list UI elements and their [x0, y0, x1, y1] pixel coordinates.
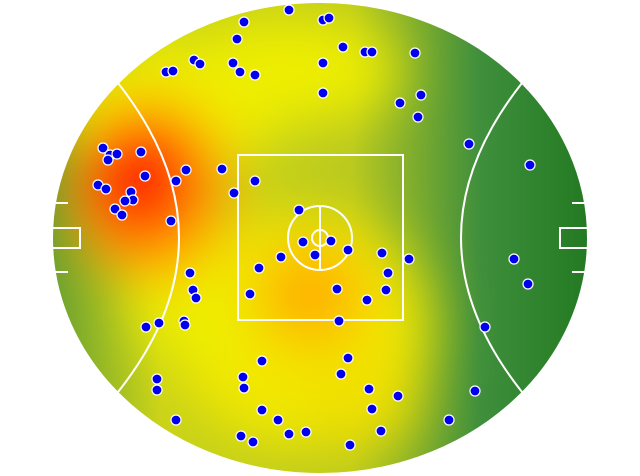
point: [235, 430, 247, 442]
point: [342, 352, 354, 364]
point: [403, 253, 415, 265]
point: [469, 385, 481, 397]
point: [100, 183, 112, 195]
point: [335, 368, 347, 380]
point: [116, 209, 128, 221]
point: [382, 267, 394, 279]
point: [102, 154, 114, 166]
point: [97, 142, 109, 154]
point: [409, 47, 421, 59]
point: [522, 278, 534, 290]
point: [415, 89, 427, 101]
point: [135, 146, 147, 158]
point: [180, 164, 192, 176]
point: [317, 57, 329, 69]
point: [190, 292, 202, 304]
point: [151, 384, 163, 396]
point: [300, 426, 312, 438]
point: [170, 175, 182, 187]
field-lines: [51, 1, 589, 475]
point: [247, 436, 259, 448]
point: [508, 253, 520, 265]
point: [361, 294, 373, 306]
point: [272, 414, 284, 426]
point: [179, 319, 191, 331]
point: [283, 428, 295, 440]
point: [194, 58, 206, 70]
point: [366, 403, 378, 415]
point: [380, 284, 392, 296]
point: [170, 414, 182, 426]
point: [333, 315, 345, 327]
point: [253, 262, 265, 274]
point: [463, 138, 475, 150]
point: [283, 4, 295, 16]
point: [231, 33, 243, 45]
point: [165, 215, 177, 227]
point: [111, 148, 123, 160]
point: [227, 57, 239, 69]
point: [394, 97, 406, 109]
point: [344, 439, 356, 451]
point: [323, 12, 335, 24]
point: [184, 267, 196, 279]
point: [228, 187, 240, 199]
point: [337, 41, 349, 53]
point: [249, 175, 261, 187]
point: [238, 382, 250, 394]
point: [249, 69, 261, 81]
point: [524, 159, 536, 171]
point: [293, 204, 305, 216]
point: [317, 87, 329, 99]
point: [256, 355, 268, 367]
point: [325, 235, 337, 247]
point: [244, 288, 256, 300]
point: [443, 414, 455, 426]
point: [109, 203, 121, 215]
point: [366, 46, 378, 58]
point: [238, 16, 250, 28]
point: [363, 383, 375, 395]
point: [412, 111, 424, 123]
point: [237, 371, 249, 383]
point: [119, 195, 131, 207]
point: [151, 373, 163, 385]
point: [275, 251, 287, 263]
point: [139, 170, 151, 182]
point: [297, 236, 309, 248]
point: [216, 163, 228, 175]
point: [153, 317, 165, 329]
point: [392, 390, 404, 402]
point: [309, 249, 321, 261]
point: [234, 66, 246, 78]
point: [167, 65, 179, 77]
points: [92, 4, 536, 451]
point: [331, 283, 343, 295]
point: [140, 321, 152, 333]
point: [342, 244, 354, 256]
point: [376, 247, 388, 259]
point: [375, 425, 387, 437]
point: [479, 321, 491, 333]
point: [256, 404, 268, 416]
